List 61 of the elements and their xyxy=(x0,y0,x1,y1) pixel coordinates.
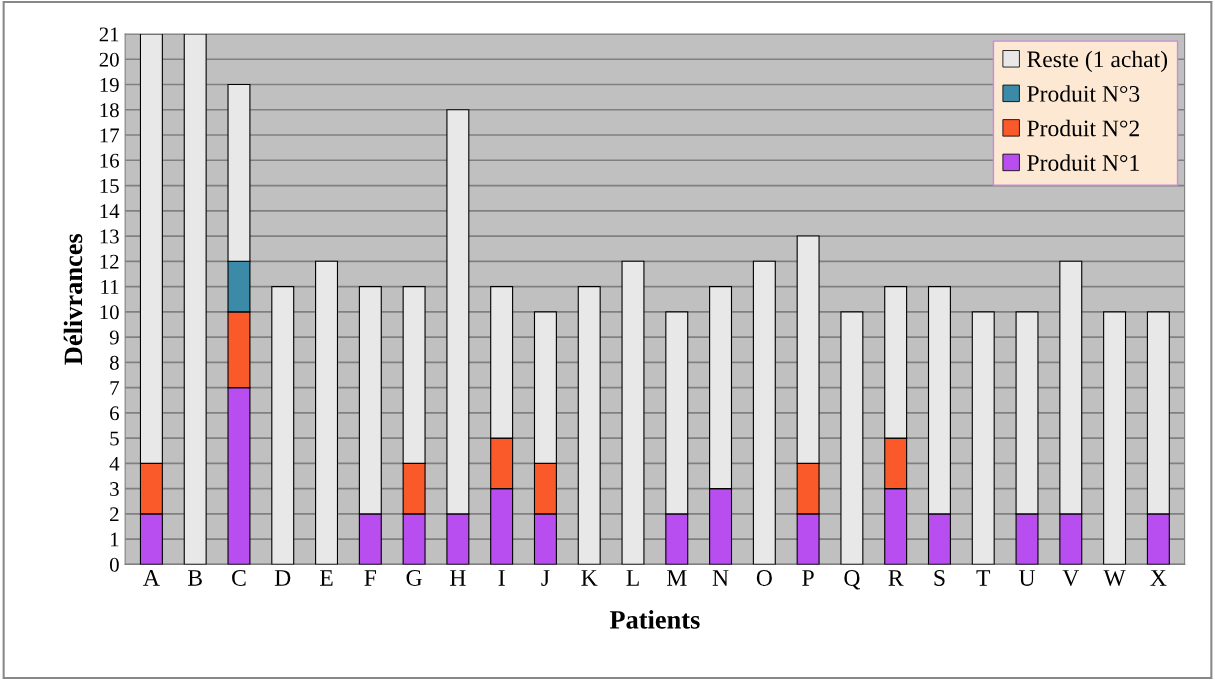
y-tick-label: 4 xyxy=(109,456,120,471)
x-tick-label: V xyxy=(1062,570,1080,586)
y-tick-label: 0 xyxy=(109,557,119,572)
x-axis-title: Patients xyxy=(609,610,700,629)
y-tick-label: 19 xyxy=(100,77,119,92)
x-tick-label: A xyxy=(143,570,160,586)
x-tick-label: D xyxy=(274,570,291,586)
y-tick-label: 3 xyxy=(110,482,119,497)
bar xyxy=(621,260,645,565)
x-tick-label: C xyxy=(232,570,246,586)
y-tick-label: 9 xyxy=(109,330,119,345)
x-tick-label: M xyxy=(666,570,687,586)
y-tick-label: 16 xyxy=(100,153,119,168)
y-tick-label: 18 xyxy=(100,103,119,118)
x-tick-label: X xyxy=(1150,570,1167,586)
x-tick-label: J xyxy=(541,570,550,586)
y-tick-label: 14 xyxy=(100,204,120,219)
x-tick-label: L xyxy=(626,570,639,586)
x-tick-label: R xyxy=(888,570,904,586)
x-tick-label: T xyxy=(976,570,991,586)
x-tick-label: O xyxy=(756,570,772,586)
y-tick-label: 5 xyxy=(110,431,119,446)
x-tick-label: W xyxy=(1103,570,1126,586)
y-tick-label: 7 xyxy=(110,381,119,395)
y-tick-label: 11 xyxy=(101,280,119,294)
bar xyxy=(752,260,776,565)
x-tick-label: P xyxy=(802,570,814,586)
y-tick-label: 8 xyxy=(109,355,119,370)
y-tick-label: 15 xyxy=(100,179,119,193)
x-tick-label: I xyxy=(498,570,505,586)
legend-label: Reste (1 achat) xyxy=(1027,50,1168,73)
y-tick-label: 20 xyxy=(99,52,119,67)
legend-label: Produit N°2 xyxy=(1027,119,1139,137)
y-tick-label: 17 xyxy=(100,128,119,143)
bar xyxy=(271,286,295,565)
x-tick-label: H xyxy=(450,570,466,586)
bar xyxy=(1103,311,1127,565)
y-tick-label: 13 xyxy=(100,229,119,244)
y-tick-label: 6 xyxy=(110,406,119,421)
x-tick-label: S xyxy=(934,570,945,586)
legend-label: Produit N°3 xyxy=(1027,85,1140,102)
x-tick-label: G xyxy=(406,570,422,586)
bar xyxy=(577,286,601,565)
x-tick-label: U xyxy=(1018,570,1036,586)
x-tick-label: B xyxy=(188,570,202,586)
x-tick-label: E xyxy=(320,570,333,586)
bar xyxy=(971,311,995,565)
y-tick-label: 12 xyxy=(100,254,119,269)
x-tick-label: F xyxy=(364,570,377,586)
y-axis-title: Délivrances xyxy=(63,233,83,365)
y-tick-label: 10 xyxy=(100,305,119,320)
x-tick-label: N xyxy=(712,570,729,586)
y-tick-label: 2 xyxy=(110,507,119,522)
x-tick-label: Q xyxy=(844,570,861,590)
bar xyxy=(315,260,339,565)
x-tick-label: K xyxy=(581,570,598,586)
y-tick-label: 1 xyxy=(111,532,119,547)
y-tick-label: 21 xyxy=(99,27,119,42)
bar xyxy=(183,34,207,565)
bar xyxy=(840,311,864,565)
legend-label: Produit N°1 xyxy=(1027,154,1139,171)
